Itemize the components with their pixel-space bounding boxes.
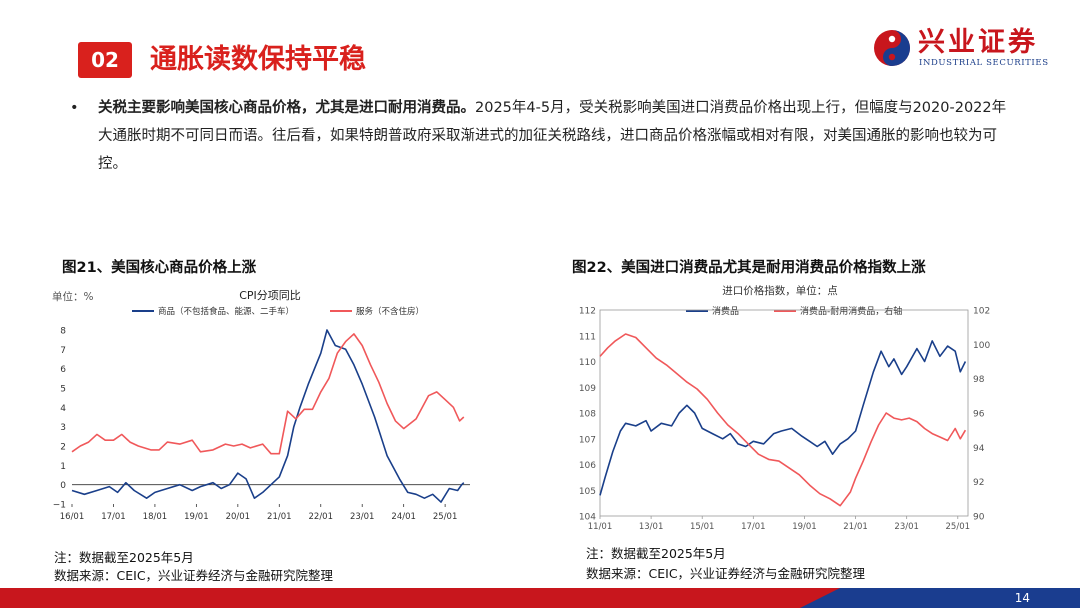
bullet-bold-text: 关税主要影响美国核心商品价格，尤其是进口耐用消费品。: [98, 100, 475, 116]
figure-21-note: 注：数据截至2025年5月: [54, 550, 194, 565]
figure-21-source: 数据来源：CEIC，兴业证券经济与金融研究院整理: [54, 568, 334, 583]
chart1-x-tick-7: 23/01: [350, 512, 375, 522]
chart1-legend-label-0: 商品（不包括食品、能源、二手车）: [158, 306, 294, 317]
chart1-x-tick-6: 22/01: [309, 512, 334, 522]
chart2-title: 进口价格指数，单位：点: [722, 284, 838, 297]
chart2-y2-tick-0: 90: [973, 513, 985, 523]
chart2-y-tick-1: 105: [579, 487, 596, 497]
chart2-x-tick-6: 23/01: [894, 522, 919, 532]
page-number: 14: [1014, 591, 1030, 605]
footer-accent: [800, 588, 1080, 608]
chart2-y2-tick-5: 100: [973, 341, 990, 351]
chart2-y-tick-8: 112: [579, 307, 596, 317]
chart1-series-line-0: [71, 329, 465, 503]
chart2-y2-tick-1: 92: [973, 478, 984, 488]
company-logo: 兴业证券 INDUSTRIAL SECURITIES: [872, 26, 1054, 70]
chart2-y-tick-4: 108: [579, 410, 596, 420]
section-number-badge: 02: [78, 42, 132, 78]
figure-22-title: 图22、美国进口消费品尤其是耐用消费品价格指数上涨: [572, 260, 926, 276]
chart1-title: CPI分项同比: [239, 289, 301, 302]
chart1-unit-label: 单位：%: [52, 290, 93, 303]
chart2-y-tick-0: 104: [579, 513, 596, 523]
chart1-y-tick-9: 8: [60, 327, 66, 337]
chart1-y-tick-8: 7: [60, 346, 66, 356]
chart2-plot-frame: [599, 309, 969, 517]
chart2-x-tick-1: 13/01: [639, 522, 664, 532]
chart1-y-tick-4: 3: [60, 423, 66, 433]
chart1-legend-label-1: 服务（不含住房）: [356, 306, 424, 317]
chart2-x-tick-5: 21/01: [843, 522, 868, 532]
chart2-legend-label-1: 消费品-耐用消费品，右轴: [800, 305, 902, 317]
chart1-y-tick-1: 0: [60, 481, 66, 491]
chart1-x-tick-1: 17/01: [101, 512, 126, 522]
chart2-legend-label-0: 消费品: [712, 305, 739, 317]
chart2-y-tick-6: 110: [579, 358, 596, 368]
chart1-x-tick-2: 18/01: [143, 512, 168, 522]
logo-en-text: INDUSTRIAL SECURITIES: [919, 58, 1049, 68]
chart1-x-tick-0: 16/01: [60, 512, 85, 522]
chart1-y-tick-7: 6: [60, 365, 66, 375]
logo-cn-text: 兴业证券: [918, 27, 1038, 58]
chart1-y-tick-3: 2: [60, 443, 66, 453]
chart2-x-tick-7: 25/01: [946, 522, 971, 532]
chart2-y-tick-7: 111: [579, 332, 596, 342]
chart1-y-tick-5: 4: [60, 404, 66, 414]
chart2-x-tick-3: 17/01: [741, 522, 766, 532]
chart2-x-tick-4: 19/01: [792, 522, 817, 532]
chart2-series-line-1: [599, 333, 967, 507]
chart1-x-tick-9: 25/01: [433, 512, 458, 522]
chart2-series-line-0: [599, 340, 967, 496]
chart1-x-tick-8: 24/01: [391, 512, 416, 522]
figure-21-title: 图21、美国核心商品价格上涨: [62, 260, 257, 276]
bullet-paragraph: • 关税主要影响美国核心商品价格，尤其是进口耐用消费品。2025年4-5月，受关…: [70, 94, 1010, 178]
chart1-y-tick-0: −1: [53, 501, 66, 511]
chart1-series-line-1: [71, 333, 465, 455]
chart1-y-tick-6: 5: [60, 385, 66, 395]
chart2-y-tick-2: 106: [579, 461, 596, 471]
figure-22-note: 注：数据截至2025年5月: [586, 546, 726, 561]
section-title: 通胀读数保持平稳: [150, 44, 366, 75]
bullet-body-text: 2025年4-5月，受关税影响美国进口消费品价格出现上行，但幅度与2020-20…: [98, 100, 1007, 172]
chart2-x-tick-2: 15/01: [690, 522, 715, 532]
chart2-x-tick-0: 11/01: [588, 522, 613, 532]
chart2-y2-tick-2: 94: [973, 444, 985, 454]
chart2-y2-tick-3: 96: [973, 410, 985, 420]
chart1-x-tick-5: 21/01: [267, 512, 292, 522]
chart2-y-tick-5: 109: [579, 384, 596, 394]
chart2-y2-tick-6: 102: [973, 307, 990, 317]
chart1-x-tick-3: 19/01: [184, 512, 209, 522]
bullet-dot-icon: •: [70, 100, 79, 116]
chart2-y-tick-3: 107: [579, 435, 596, 445]
chart2-y2-tick-4: 98: [973, 375, 985, 385]
chart1-x-tick-4: 20/01: [226, 512, 251, 522]
figure-22-source: 数据来源：CEIC，兴业证券经济与金融研究院整理: [586, 566, 866, 581]
chart1-y-tick-2: 1: [60, 462, 66, 472]
logo-mark-icon: [874, 30, 910, 66]
